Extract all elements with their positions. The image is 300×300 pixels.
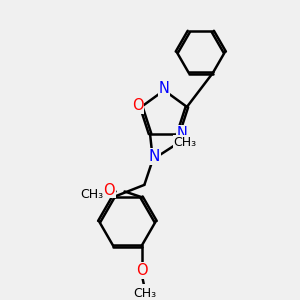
Text: CH₃: CH₃: [133, 287, 156, 300]
Text: O: O: [132, 98, 144, 113]
Text: N: N: [177, 126, 188, 141]
Text: CH₃: CH₃: [81, 188, 104, 201]
Text: O: O: [103, 183, 115, 198]
Text: N: N: [148, 149, 160, 164]
Text: CH₃: CH₃: [174, 136, 197, 149]
Text: O: O: [136, 263, 147, 278]
Text: N: N: [159, 81, 170, 96]
